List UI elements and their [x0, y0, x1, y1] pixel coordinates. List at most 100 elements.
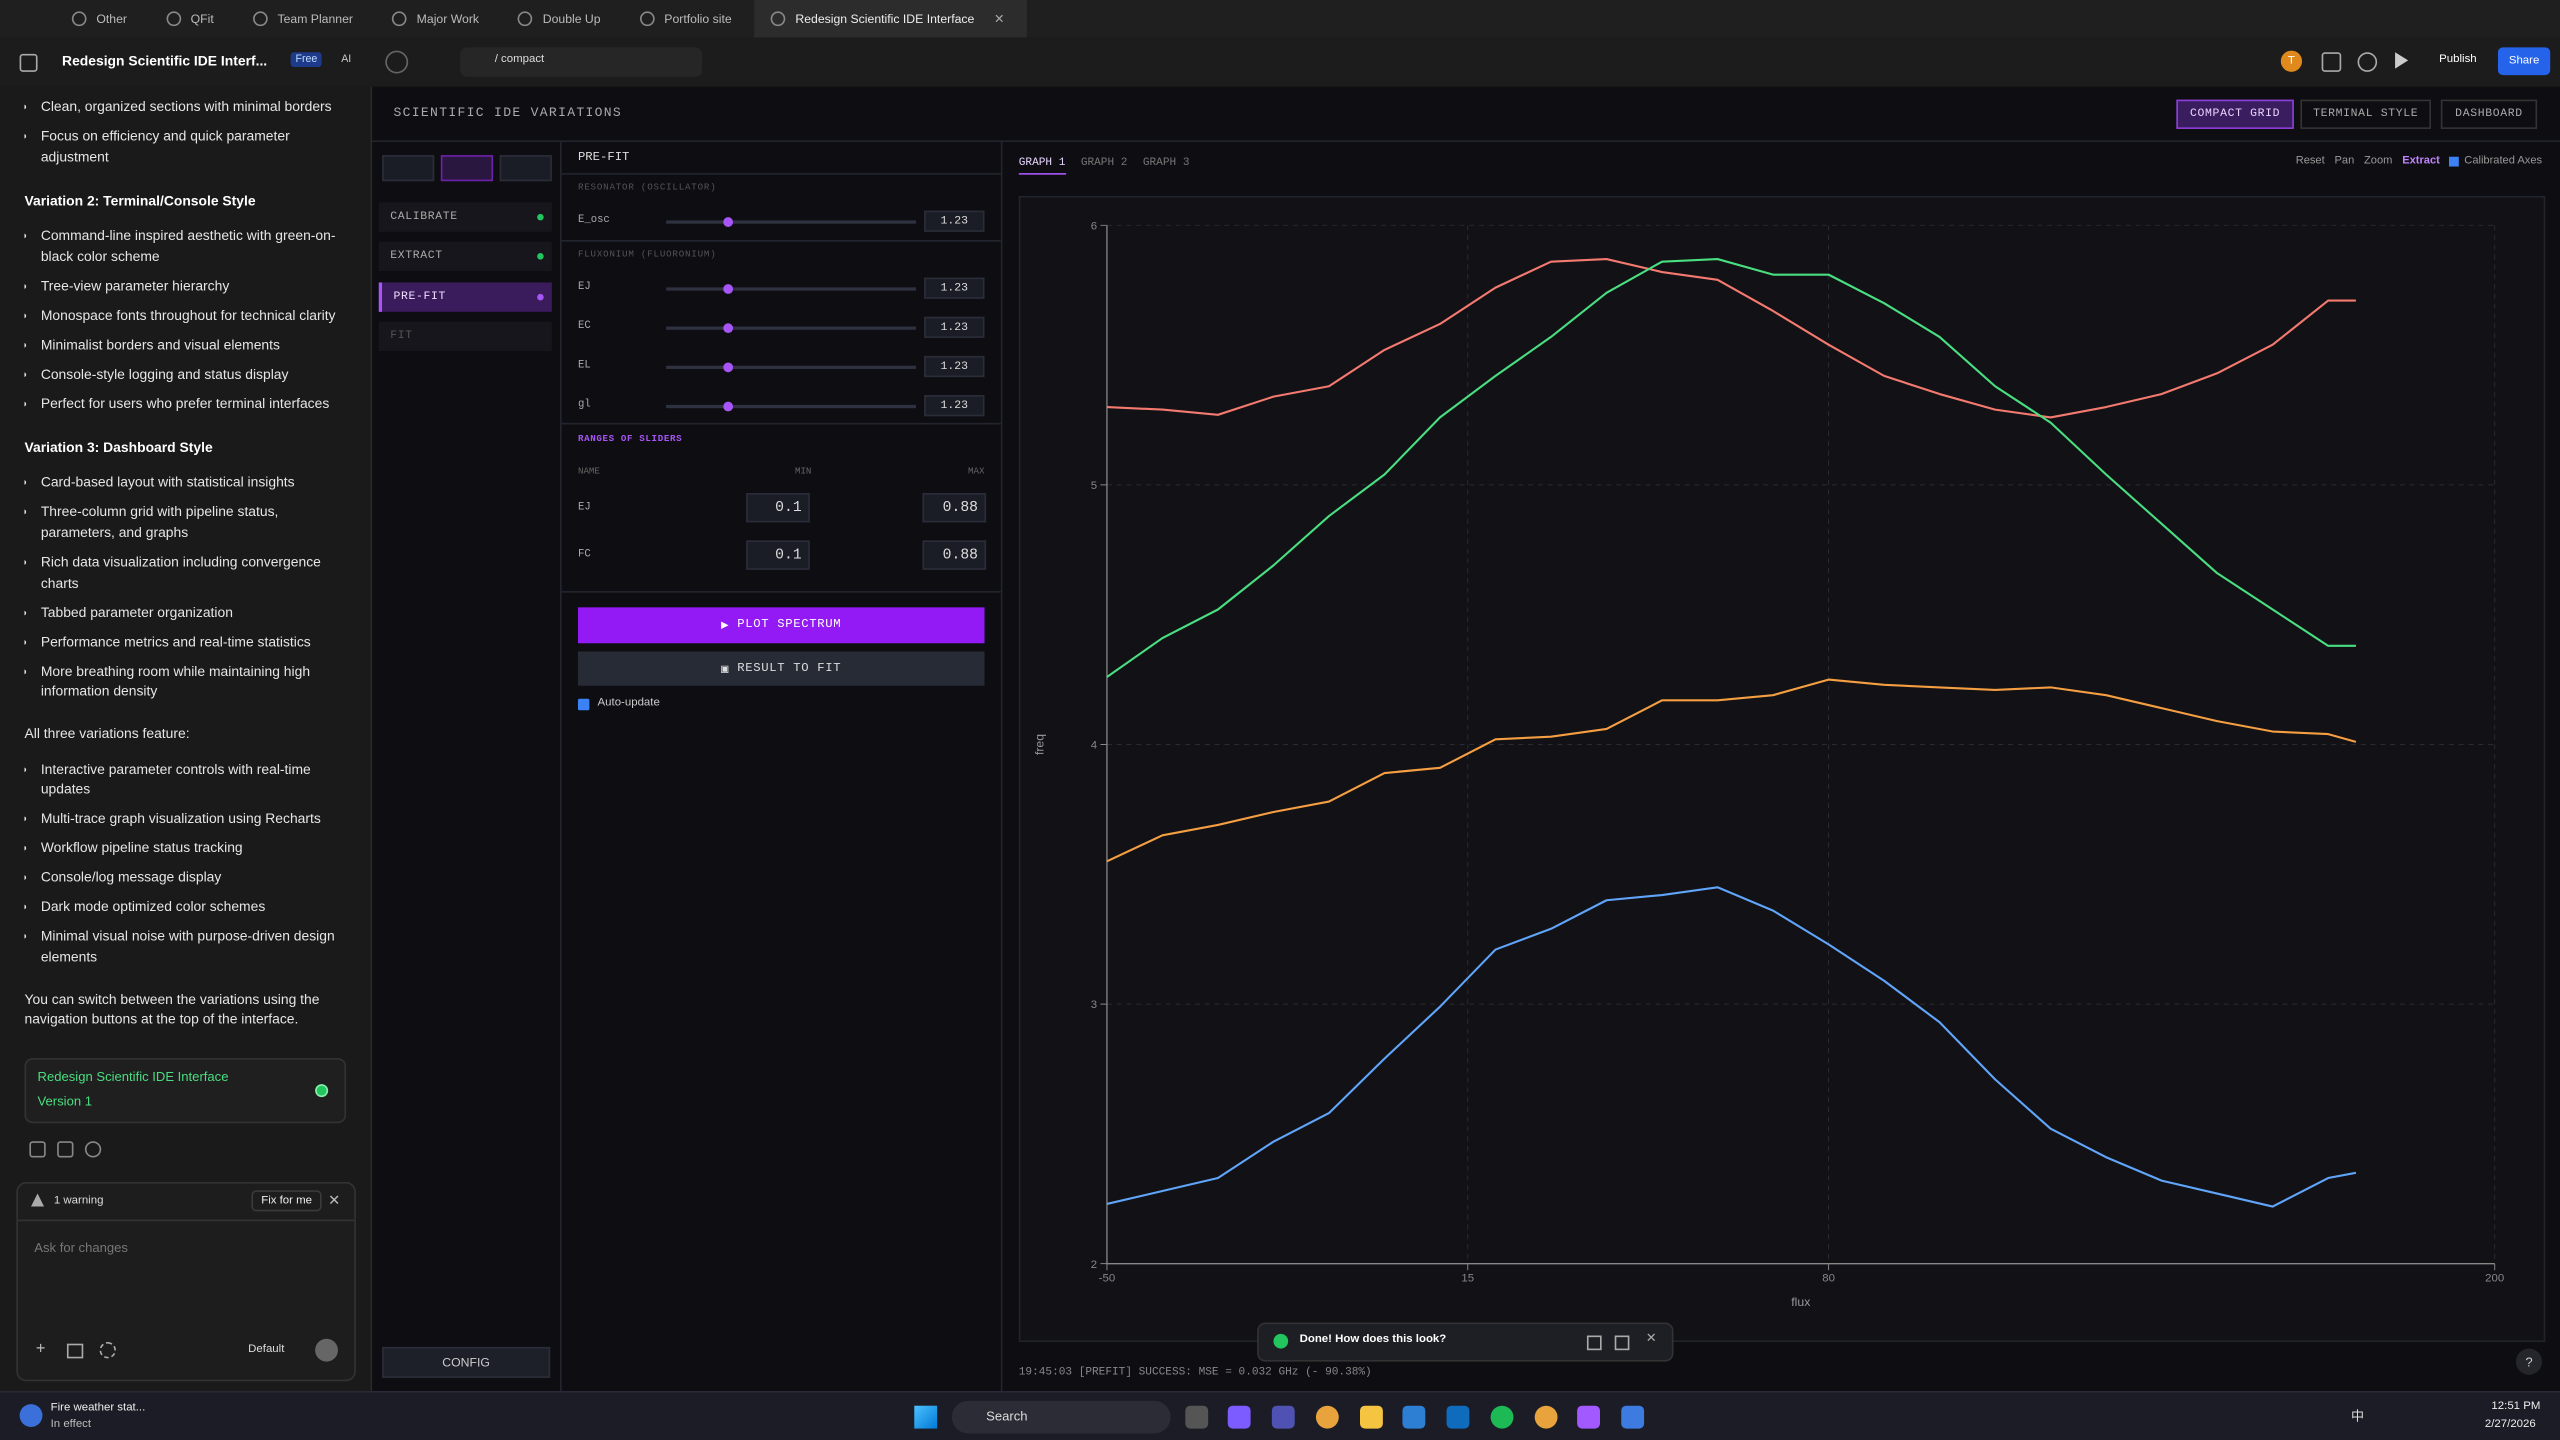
app-icon[interactable]: [1534, 1405, 1558, 1429]
app-icon[interactable]: [1360, 1405, 1383, 1429]
save-button[interactable]: [499, 155, 552, 182]
thumbs-up[interactable]: [29, 1141, 46, 1158]
clock-date[interactable]: 2/27/2026: [2484, 1418, 2536, 1431]
pipeline-stage[interactable]: PRE-FIT: [378, 281, 552, 312]
thumbs-down[interactable]: [57, 1141, 74, 1158]
status-dot: [315, 1084, 329, 1098]
send-button[interactable]: [315, 1338, 338, 1362]
share-button[interactable]: Share: [2497, 47, 2551, 76]
slider-track[interactable]: [666, 220, 916, 224]
nav-button[interactable]: TERMINAL STYLE: [2300, 99, 2432, 129]
app-icon[interactable]: [1446, 1405, 1470, 1429]
app-icon[interactable]: [1402, 1405, 1426, 1429]
slider-thumb[interactable]: [723, 217, 734, 227]
toast-down[interactable]: [1614, 1335, 1630, 1351]
home-button[interactable]: [0, 0, 56, 38]
param-value[interactable]: 1.23: [924, 277, 985, 299]
range-min[interactable]: 0.1: [746, 540, 810, 570]
param-value[interactable]: 1.23: [924, 210, 985, 232]
app-icon[interactable]: [1621, 1405, 1645, 1429]
menu-icon[interactable]: [19, 53, 38, 72]
nav-button[interactable]: COMPACT GRID: [2176, 99, 2294, 129]
slider-track[interactable]: [666, 287, 916, 291]
graph-tool[interactable]: Pan: [2334, 155, 2355, 167]
range-min[interactable]: 0.1: [746, 493, 810, 523]
ime-indicator[interactable]: 中: [2351, 1408, 2365, 1424]
app-icon[interactable]: [1227, 1405, 1251, 1429]
slider-thumb[interactable]: [723, 401, 734, 412]
add-button[interactable]: +: [35, 1340, 46, 1359]
app-icon[interactable]: [1185, 1405, 1209, 1429]
slider-track[interactable]: [666, 365, 916, 369]
model-select[interactable]: Default: [248, 1343, 285, 1356]
paragraph: All three variations feature:: [24, 725, 190, 742]
graph-tool[interactable]: Extract: [2402, 155, 2440, 167]
run-button[interactable]: [440, 155, 494, 182]
graph-tab[interactable]: GRAPH 2: [1080, 156, 1128, 170]
graph-panel: Reset Pan Zoom Extract Calibrated Axes 2 3 4 5 6…: [1002, 142, 2560, 1391]
avatar[interactable]: T: [2280, 50, 2303, 72]
search-box[interactable]: [951, 1400, 1171, 1434]
project-name[interactable]: Redesign Scientific IDE Interf...: [62, 52, 268, 69]
clock-time[interactable]: 12:51 PM: [2491, 1400, 2541, 1413]
series-line: [1106, 257, 2356, 419]
path-box[interactable]: [460, 47, 703, 77]
browser-tab[interactable]: Major Work: [376, 0, 502, 38]
range-max[interactable]: 0.88: [922, 540, 987, 570]
toast-close[interactable]: ✕: [1645, 1330, 1657, 1346]
version-card[interactable]: Redesign Scientific IDE Interface Versio…: [24, 1057, 347, 1124]
graph-tool[interactable]: Zoom: [2364, 155, 2393, 167]
screenshot-icon[interactable]: [2321, 52, 2342, 72]
nav-button[interactable]: DASHBOARD: [2440, 99, 2538, 129]
publish-button[interactable]: Publish: [2439, 53, 2477, 66]
close-warning[interactable]: ✕: [328, 1191, 341, 1209]
tab-close[interactable]: ✕: [993, 11, 1005, 27]
app-icon[interactable]: [1490, 1405, 1514, 1429]
slider-thumb[interactable]: [723, 362, 734, 373]
pipeline-stage[interactable]: CALIBRATE: [378, 202, 552, 232]
graph-tab[interactable]: GRAPH 3: [1142, 156, 1190, 170]
browser-tab[interactable]: Portfolio site: [623, 0, 754, 38]
slider-thumb[interactable]: [723, 284, 734, 294]
slider-track[interactable]: [666, 326, 916, 330]
range-max[interactable]: 0.88: [922, 493, 987, 523]
param-value[interactable]: 1.23: [924, 395, 985, 417]
param-value[interactable]: 1.23: [924, 355, 985, 378]
auto-update-checkbox[interactable]: [577, 698, 590, 711]
reset-button[interactable]: [382, 155, 435, 182]
graph-tools: Reset Pan Zoom Extract Calibrated Axes: [2296, 155, 2542, 166]
plot-button[interactable]: ▶ PLOT SPECTRUM: [577, 607, 985, 644]
weather-title[interactable]: Fire weather stat...: [50, 1402, 146, 1414]
pipeline-stage[interactable]: FIT: [378, 321, 552, 351]
preview-icon[interactable]: [385, 50, 409, 74]
copy-icon[interactable]: [84, 1141, 102, 1158]
fix-button[interactable]: Fix for me: [251, 1190, 322, 1212]
calibrated-checkbox[interactable]: [2449, 155, 2460, 166]
divider: [561, 239, 1001, 242]
ai-badge[interactable]: AI: [341, 53, 352, 66]
app-icon[interactable]: [1315, 1405, 1339, 1429]
graph-tool[interactable]: Reset: [2295, 155, 2325, 167]
help-button[interactable]: ?: [2515, 1348, 2543, 1375]
config-button[interactable]: CONFIG: [382, 1346, 551, 1378]
run-icon[interactable]: [2395, 52, 2409, 69]
browser-tab[interactable]: Double Up: [502, 0, 624, 38]
graph-tab[interactable]: GRAPH 1: [1018, 157, 1066, 175]
result-button[interactable]: ▣ RESULT TO FIT: [577, 651, 985, 686]
browser-tab[interactable]: Other: [56, 0, 150, 38]
slider-thumb[interactable]: [723, 323, 734, 334]
browser-tab[interactable]: Team Planner: [237, 0, 376, 38]
sparkle-icon[interactable]: [99, 1342, 116, 1359]
browser-tab[interactable]: Redesign Scientific IDE Interface ✕: [754, 0, 1028, 38]
app-icon[interactable]: [1271, 1405, 1295, 1429]
param-value[interactable]: 1.23: [924, 316, 985, 338]
settings-icon[interactable]: [2357, 52, 2378, 72]
start-button[interactable]: [914, 1405, 938, 1429]
toast-up[interactable]: [1586, 1335, 1602, 1351]
book-icon[interactable]: [66, 1343, 84, 1359]
app-icon[interactable]: [1577, 1405, 1600, 1429]
slider-track[interactable]: [666, 404, 916, 409]
pipeline-stage[interactable]: EXTRACT: [378, 242, 552, 272]
browser-tab[interactable]: QFit: [150, 0, 237, 38]
input-placeholder[interactable]: Ask for changes: [34, 1240, 128, 1256]
